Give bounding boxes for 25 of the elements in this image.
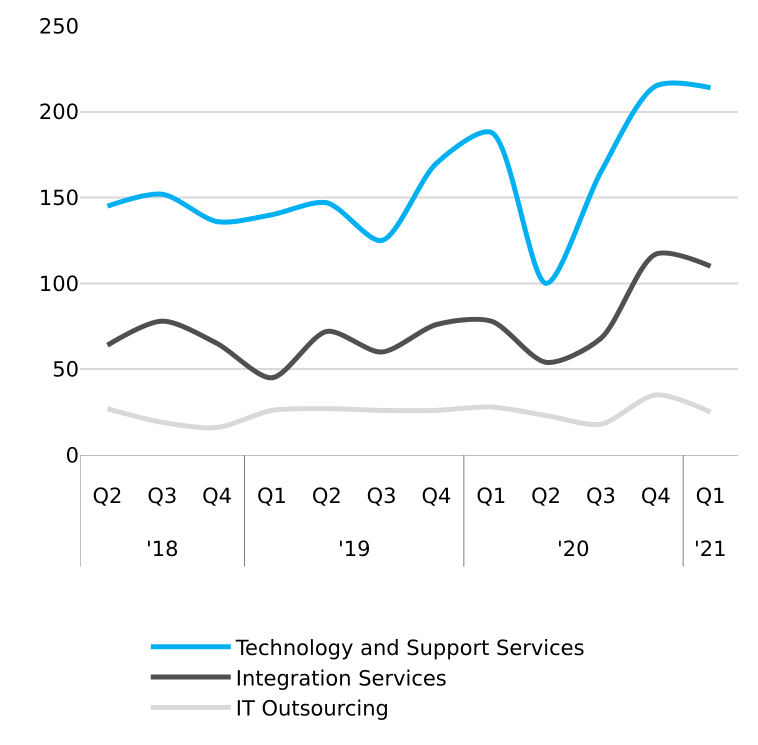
x-tick-label: Q4 (421, 484, 452, 508)
x-tick-label: Q3 (586, 484, 616, 508)
y-tick-label: 200 (38, 100, 79, 124)
text: '20 (557, 537, 590, 561)
x-tick-label: Q1 (476, 484, 506, 508)
x-tick-label: Q2 (312, 484, 342, 508)
x-tick-label: Q2 (531, 484, 562, 508)
legend-label: Integration Services (236, 666, 447, 690)
y-tick-label: 100 (38, 272, 79, 296)
y-tick-label: 50 (52, 358, 79, 382)
y-tick-label: 150 (38, 186, 79, 210)
text: '21 (694, 537, 726, 561)
x-tick-label: Q3 (366, 484, 397, 508)
legend-label: Technology and Support Services (234, 636, 585, 660)
x-tick-label: Q1 (696, 484, 726, 508)
x-tick-label: Q3 (147, 484, 178, 508)
x-tick-label: Q2 (92, 484, 122, 508)
y-tick-label: 0 (66, 443, 79, 468)
text: '19 (338, 537, 370, 561)
legend-label: IT Outsourcing (236, 696, 389, 721)
text: '18 (146, 537, 178, 561)
y-tick-label: 250 (38, 14, 79, 38)
x-tick-label: Q4 (640, 484, 671, 508)
x-tick-label: Q4 (202, 484, 232, 508)
x-tick-label: Q1 (256, 484, 287, 508)
